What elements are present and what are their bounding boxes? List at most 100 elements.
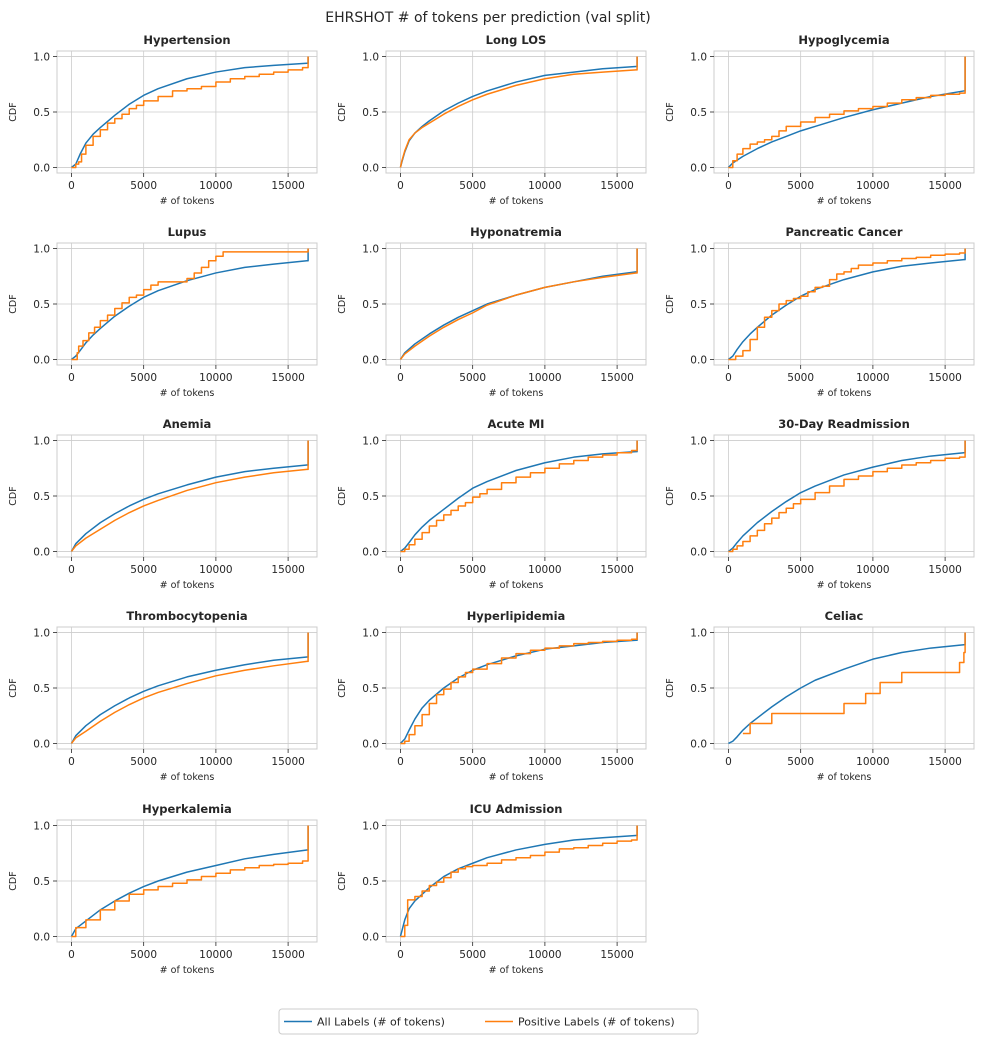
subplot-lupus: 0 5000 10000 15000 0.0 0.5 1.0 Lupus # of tokens… <box>8 225 318 399</box>
x-tick-label: 0 <box>397 564 404 576</box>
y-tick-label: 0.0 <box>362 738 379 750</box>
y-tick-label: 0.0 <box>362 546 379 558</box>
x-tick-label: 15000 <box>271 756 304 768</box>
x-tick-label: 0 <box>68 949 75 961</box>
series-positive-labels-30-day-readmission <box>728 440 966 553</box>
x-tick-label: 5000 <box>787 756 814 768</box>
x-axis-label: # of tokens <box>160 388 215 399</box>
y-tick-label: 0.5 <box>690 683 707 695</box>
x-tick-label: 5000 <box>130 564 157 576</box>
y-tick-label: 1.0 <box>33 436 50 448</box>
subplot-hypoglycemia: 0 5000 10000 15000 0.0 0.5 1.0 Hypoglycemia # of… <box>665 33 975 207</box>
subplot-hyperkalemia: 0 5000 10000 15000 0.0 0.5 1.0 Hyperkalemia # of… <box>8 802 318 976</box>
subplot-title: Anemia <box>163 417 212 431</box>
y-tick-label: 0.5 <box>33 107 50 119</box>
x-axis-label: # of tokens <box>817 196 872 207</box>
x-tick-label: 0 <box>68 180 75 192</box>
x-axis-label: # of tokens <box>817 388 872 399</box>
series-all-labels-celiac <box>728 632 966 745</box>
series-positive-labels-hypoglycemia <box>728 56 966 169</box>
x-tick-label: 5000 <box>130 372 157 384</box>
series-positive-labels-celiac <box>742 632 966 735</box>
x-axis-label: # of tokens <box>489 196 544 207</box>
y-tick-label: 1.0 <box>690 628 707 640</box>
x-tick-label: 15000 <box>271 372 304 384</box>
subplot-pancreatic-cancer: 0 5000 10000 15000 0.0 0.5 1.0 Pancreatic Cance… <box>665 225 975 399</box>
x-tick-label: 5000 <box>459 372 486 384</box>
subplot-title: Hypertension <box>143 33 230 47</box>
subplot-hyperlipidemia: 0 5000 10000 15000 0.0 0.5 1.0 Hyperlipidemia # … <box>337 609 647 783</box>
y-tick-label: 0.0 <box>33 931 50 943</box>
subplot-title: Hyperkalemia <box>142 802 232 816</box>
subplot-title: Acute MI <box>488 417 545 431</box>
y-tick-label: 1.0 <box>362 821 379 833</box>
y-axis-label: CDF <box>337 294 348 313</box>
x-tick-label: 5000 <box>787 564 814 576</box>
y-tick-label: 0.5 <box>362 299 379 311</box>
x-tick-label: 15000 <box>600 564 633 576</box>
y-tick-label: 0.5 <box>33 299 50 311</box>
y-axis-label: CDF <box>8 102 19 121</box>
x-axis-label: # of tokens <box>160 965 215 976</box>
series-all-labels-lupus <box>70 248 309 361</box>
series-positive-labels-thrombocytopenia <box>70 632 309 744</box>
x-tick-label: 15000 <box>271 180 304 192</box>
y-tick-label: 0.5 <box>362 876 379 888</box>
subplot-30-day-readmission: 0 5000 10000 15000 0.0 0.5 1.0 30-Day Readmissi… <box>665 417 975 591</box>
x-tick-label: 10000 <box>199 180 232 192</box>
y-tick-label: 1.0 <box>362 52 379 64</box>
y-tick-label: 0.5 <box>690 299 707 311</box>
x-tick-label: 10000 <box>199 372 232 384</box>
y-tick-label: 1.0 <box>33 821 50 833</box>
y-axis-label: CDF <box>8 486 19 505</box>
y-tick-label: 0.5 <box>690 107 707 119</box>
x-tick-label: 15000 <box>600 756 633 768</box>
x-tick-label: 5000 <box>459 564 486 576</box>
x-tick-label: 0 <box>397 372 404 384</box>
subplot-title: Hyponatremia <box>470 225 562 239</box>
y-axis-label: CDF <box>8 871 19 890</box>
y-tick-label: 0.0 <box>690 738 707 750</box>
y-tick-label: 0.5 <box>33 876 50 888</box>
x-tick-label: 15000 <box>928 180 961 192</box>
series-positive-labels-hyperlipidemia <box>400 632 638 745</box>
series-positive-labels-lupus <box>71 248 309 361</box>
subplot-title: Celiac <box>825 609 864 623</box>
x-tick-label: 10000 <box>199 564 232 576</box>
x-tick-label: 5000 <box>787 372 814 384</box>
x-tick-label: 15000 <box>928 756 961 768</box>
x-tick-label: 10000 <box>856 564 889 576</box>
series-all-labels-hypertension <box>70 56 309 169</box>
x-tick-label: 15000 <box>928 372 961 384</box>
x-tick-label: 0 <box>68 372 75 384</box>
x-axis-label: # of tokens <box>489 965 544 976</box>
subplot-title: Long LOS <box>486 33 547 47</box>
y-tick-label: 0.0 <box>33 546 50 558</box>
x-tick-label: 0 <box>397 756 404 768</box>
y-tick-label: 1.0 <box>362 244 379 256</box>
subplot-title: Hypoglycemia <box>798 33 889 47</box>
y-tick-label: 0.0 <box>690 162 707 174</box>
y-tick-label: 0.5 <box>362 491 379 503</box>
subplot-thrombocytopenia: 0 5000 10000 15000 0.0 0.5 1.0 Thrombocytopenia… <box>8 609 318 783</box>
subplot-celiac: 0 5000 10000 15000 0.0 0.5 1.0 Celiac # of token… <box>665 609 975 783</box>
series-all-labels-hyponatremia <box>399 248 638 360</box>
x-tick-label: 15000 <box>271 564 304 576</box>
subplot-title: Pancreatic Cancer <box>785 225 902 239</box>
y-tick-label: 0.0 <box>33 162 50 174</box>
y-tick-label: 0.5 <box>33 683 50 695</box>
x-tick-label: 15000 <box>600 949 633 961</box>
series-positive-labels-pancreatic-cancer <box>728 248 966 361</box>
series-positive-labels-anemia <box>70 440 309 552</box>
y-tick-label: 1.0 <box>362 628 379 640</box>
x-tick-label: 0 <box>725 372 732 384</box>
y-tick-label: 1.0 <box>33 52 50 64</box>
subplot-title: Lupus <box>168 225 207 239</box>
x-tick-label: 10000 <box>528 756 561 768</box>
x-axis-label: # of tokens <box>160 196 215 207</box>
x-tick-label: 0 <box>68 564 75 576</box>
x-tick-label: 10000 <box>528 180 561 192</box>
series-all-labels-anemia <box>70 440 309 552</box>
x-tick-label: 5000 <box>459 756 486 768</box>
